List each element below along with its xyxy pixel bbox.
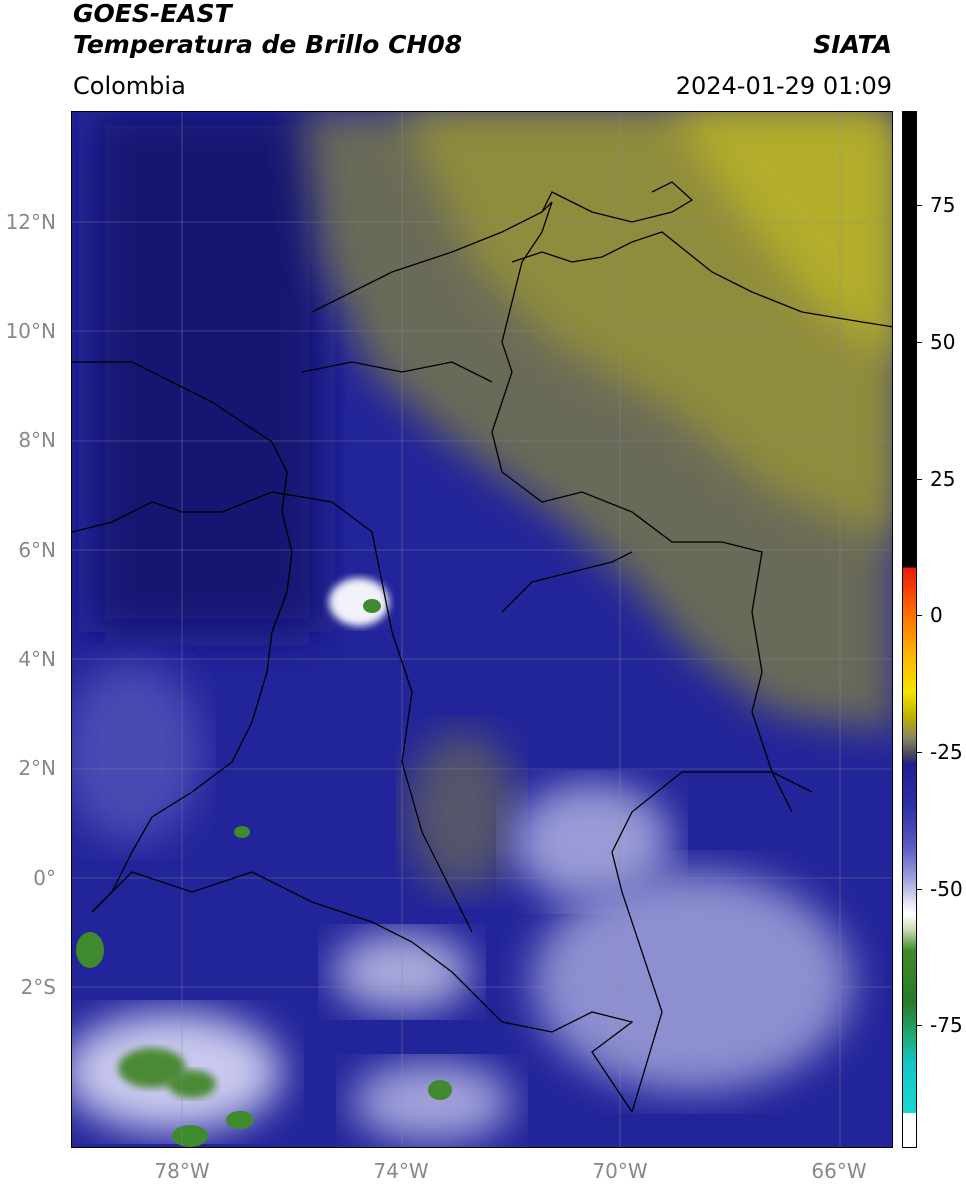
lat-label: 4°N xyxy=(18,647,56,671)
title-line-2: Temperatura de Brillo CH08 xyxy=(73,30,463,59)
dark-band xyxy=(92,112,322,632)
cold-top xyxy=(118,1048,186,1088)
colorbar xyxy=(902,111,917,1148)
map-image xyxy=(72,112,892,1147)
colorbar-tick xyxy=(917,342,922,343)
cold-top xyxy=(363,599,381,613)
colorbar-tick xyxy=(917,615,922,616)
lat-label: 0° xyxy=(33,866,56,890)
colorbar-tick xyxy=(917,479,922,480)
dry-air-yellow xyxy=(672,112,892,361)
region-label: Colombia xyxy=(73,72,186,100)
cold-top xyxy=(226,1111,254,1129)
cloud-area xyxy=(72,662,202,842)
country-borders xyxy=(72,181,892,1113)
lat-label: 2°N xyxy=(18,756,56,780)
lat-label: 2°S xyxy=(20,975,56,999)
cold-top xyxy=(234,826,250,838)
colorbar-label: -50 xyxy=(930,877,963,901)
olive-patch xyxy=(407,732,517,892)
lon-label: 70°W xyxy=(592,1159,648,1183)
lon-label: 78°W xyxy=(154,1159,210,1183)
lon-label: 66°W xyxy=(811,1159,867,1183)
graticule xyxy=(72,112,892,1147)
colorbar-label: -25 xyxy=(930,740,963,764)
colorbar-tick xyxy=(917,752,922,753)
timestamp-label: 2024-01-29 01:09 xyxy=(675,72,892,100)
lat-label: 10°N xyxy=(5,319,56,343)
colorbar-label: 75 xyxy=(930,193,956,217)
lat-label: 6°N xyxy=(18,538,56,562)
lat-label: 12°N xyxy=(5,210,56,234)
colorbar-label: 50 xyxy=(930,330,956,354)
convective-cell xyxy=(329,578,389,626)
brand-label: SIATA xyxy=(813,30,892,59)
colorbar-tick xyxy=(917,205,922,206)
cold-top xyxy=(76,932,104,968)
colorbar-label: 25 xyxy=(930,467,956,491)
colorbar-tick xyxy=(917,1025,922,1026)
lon-label: 74°W xyxy=(373,1159,429,1183)
cloud-area xyxy=(352,1062,512,1142)
cold-top xyxy=(168,1070,216,1098)
cold-top xyxy=(428,1080,452,1100)
lat-label: 8°N xyxy=(18,428,56,452)
colorbar-label: 0 xyxy=(930,603,943,627)
cold-top xyxy=(172,1125,208,1147)
cloud-area xyxy=(532,872,852,1092)
colorbar-tick xyxy=(917,889,922,890)
colorbar-label: -75 xyxy=(930,1013,963,1037)
satellite-map[interactable] xyxy=(71,111,893,1148)
title-line-1: GOES-EAST xyxy=(73,0,232,28)
